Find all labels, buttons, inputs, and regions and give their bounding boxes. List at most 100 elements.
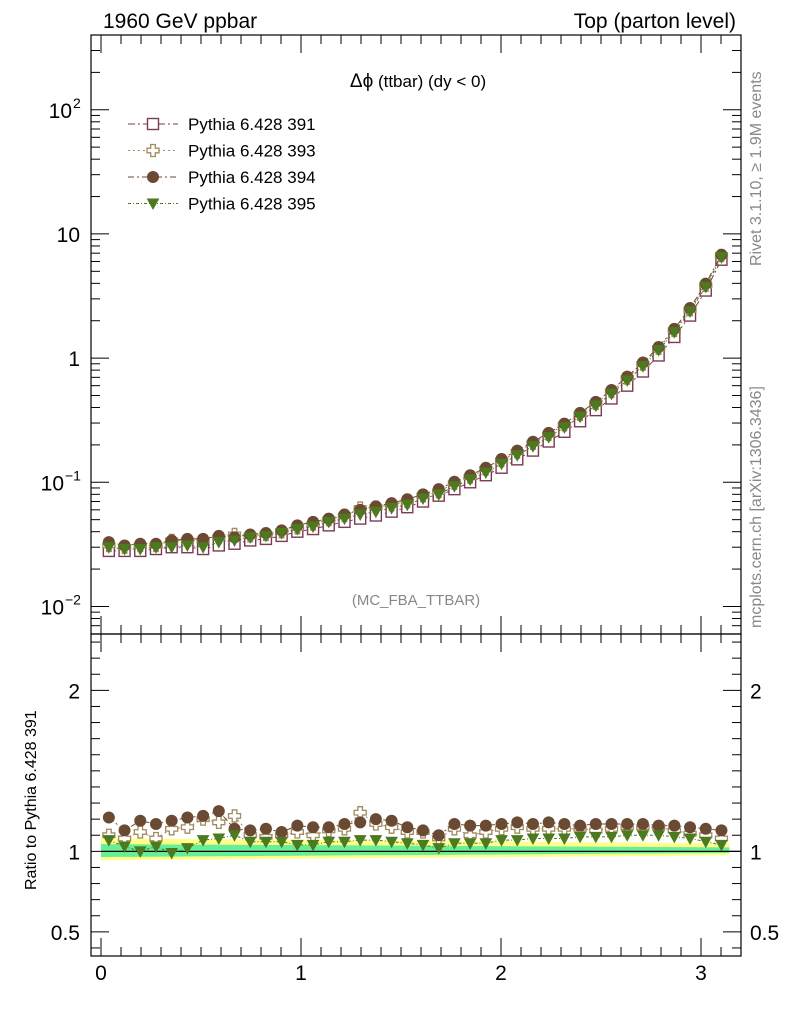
main-data-point [243, 532, 257, 544]
ratio-data-point [620, 830, 634, 842]
main-data-point [306, 521, 320, 534]
ratio-data-point [463, 838, 477, 850]
main-data-point [432, 489, 446, 501]
ratio-axis-ticks: 0.5 0.5 1 1 2 2 0 1 2 3 [51, 634, 779, 985]
main-data-point [463, 474, 477, 487]
ratio-data-point [244, 824, 257, 837]
main-data-point [275, 528, 288, 540]
ratio-data-point [338, 836, 351, 849]
ratio-data-point [495, 835, 508, 847]
ratio-data-point [684, 821, 697, 834]
ratio-data-point [683, 833, 697, 846]
main-series-3 [102, 248, 728, 552]
ratio-data-point [495, 817, 508, 830]
main-series-line [108, 259, 722, 552]
main-series-line [108, 256, 722, 550]
mcplots-label: mcplots.cern.ch [arXiv:1306.3436] [748, 386, 765, 628]
ratio-data-point [291, 819, 304, 832]
ratio-data-point [479, 838, 493, 850]
ratio-data-point [228, 830, 241, 842]
title-symbol: Δϕ [350, 71, 373, 92]
ratio-data-point [621, 817, 634, 830]
ratio-data-point [165, 814, 178, 827]
main-series-layer [102, 248, 729, 558]
main-data-point [652, 345, 665, 357]
header-left-label: 1960 GeV ppbar [103, 10, 257, 33]
legend-entry: Pythia 6.428 394 [128, 168, 316, 187]
main-data-point [542, 432, 556, 444]
main-data-point [715, 252, 728, 264]
main-data-point [620, 375, 634, 387]
ratio-y-tick-label-right: 1 [750, 841, 762, 864]
legend-marker [146, 117, 160, 131]
x-tick-label: 1 [295, 962, 307, 985]
ratio-data-point [558, 817, 571, 830]
green-uncertainty-band [101, 844, 730, 857]
ratio-data-point [102, 811, 115, 824]
main-series-1 [102, 253, 728, 558]
ratio-data-point [212, 815, 226, 830]
main-data-point [683, 306, 697, 318]
main-data-point [338, 513, 351, 526]
main-y-tick-label: 10 [41, 472, 64, 495]
legend-marker [147, 171, 159, 183]
ratio-data-point [165, 822, 179, 836]
legend-label: Pythia 6.428 391 [188, 115, 316, 134]
ratio-data-point [165, 847, 179, 860]
main-data-point [589, 400, 603, 413]
title-text: (ttbar) (dy < 0) [373, 72, 486, 91]
ratio-data-point [558, 833, 571, 846]
ratio-data-point [715, 824, 728, 837]
ratio-data-point [416, 839, 430, 852]
ratio-panel-frame [90, 633, 742, 957]
ratio-data-point [133, 846, 147, 858]
ratio-data-point [369, 813, 382, 826]
ratio-data-point [118, 824, 131, 837]
ratio-data-point [385, 814, 398, 827]
main-data-point [212, 537, 226, 549]
ratio-data-point [667, 831, 681, 844]
main-y-tick-label: 10 [41, 596, 64, 619]
x-tick-label: 2 [495, 962, 507, 985]
main-data-point [118, 544, 131, 556]
ratio-data-point [181, 811, 194, 824]
ratio-data-point [385, 836, 398, 849]
ratio-data-point [699, 836, 713, 849]
main-data-point [448, 481, 461, 493]
main-y-tick-label: 10 [57, 224, 80, 247]
main-data-point [369, 506, 383, 519]
ratio-data-point [526, 833, 540, 846]
x-tick-label: 0 [95, 962, 107, 985]
main-data-point [510, 450, 524, 462]
ratio-data-point [605, 831, 618, 844]
ratio-data-point [322, 821, 335, 834]
ratio-data-point [401, 821, 414, 834]
ratio-data-point [181, 843, 194, 855]
ratio-axis-title: Ratio to Pythia 6.428 391 [23, 710, 40, 890]
main-data-point [400, 499, 414, 512]
ratio-data-point [259, 836, 273, 849]
ratio-data-point [464, 819, 477, 832]
ratio-y-tick-label-left: 2 [68, 680, 80, 703]
ratio-data-point [605, 817, 618, 830]
ratio-data-point [652, 819, 665, 832]
ratio-data-point [589, 817, 602, 830]
main-y-tick-label: 1 [68, 348, 80, 371]
ratio-data-point [134, 814, 147, 827]
legend-entry: Pythia 6.428 395 [128, 195, 316, 214]
main-data-point [636, 361, 650, 373]
ratio-data-point [259, 822, 272, 835]
main-data-point [133, 544, 147, 556]
ratio-data-point [400, 838, 414, 850]
ratio-data-point [307, 821, 320, 834]
legend-label: Pythia 6.428 393 [188, 142, 316, 161]
x-tick-label: 3 [695, 962, 707, 985]
main-data-point [479, 467, 493, 479]
rivet-version-label: Rivet 3.1.10, ≥ 1.9M events [748, 71, 765, 266]
ratio-data-point [306, 839, 320, 852]
ratio-data-point [102, 835, 116, 847]
main-data-point [495, 458, 508, 471]
main-data-point [667, 327, 681, 339]
